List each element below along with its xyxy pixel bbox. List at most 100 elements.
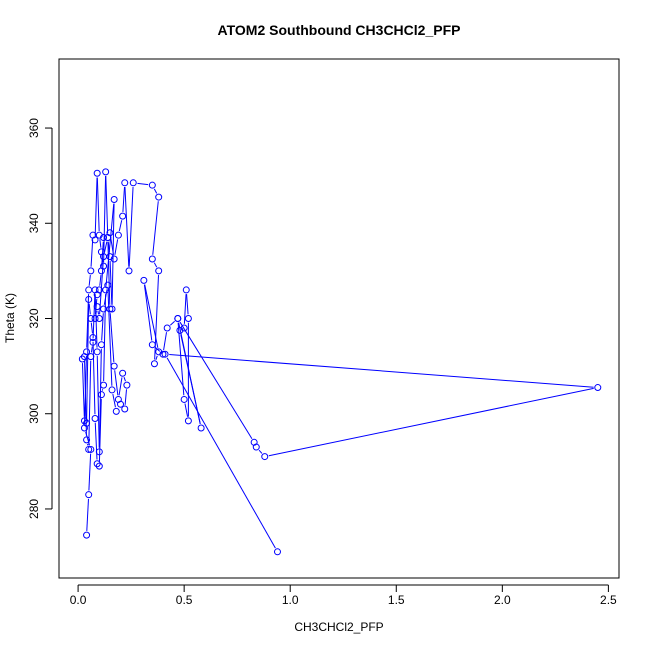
data-point bbox=[112, 407, 120, 415]
series-line-segment bbox=[169, 320, 175, 326]
data-point bbox=[93, 348, 101, 356]
y-axis-label: Theta (K) bbox=[3, 293, 17, 343]
y-axis: 280 300 320 340 360 bbox=[27, 118, 53, 519]
series-line-segment bbox=[101, 313, 104, 341]
data-point bbox=[100, 234, 108, 242]
series-line-segment bbox=[103, 241, 108, 253]
y-tick-label: 300 bbox=[27, 403, 41, 423]
data-point bbox=[93, 169, 101, 177]
data-point bbox=[100, 381, 108, 389]
data-point bbox=[93, 303, 101, 311]
data-point bbox=[104, 281, 112, 289]
series-line-segment bbox=[103, 289, 108, 305]
series-line-segment bbox=[152, 201, 159, 255]
data-point bbox=[87, 445, 95, 453]
series-line-segment bbox=[258, 449, 263, 454]
series-line-segment bbox=[144, 284, 159, 348]
data-point bbox=[85, 295, 93, 303]
data-point bbox=[83, 531, 91, 539]
data-point bbox=[89, 334, 97, 342]
data-point bbox=[87, 267, 95, 275]
data-point bbox=[273, 548, 281, 556]
x-tick-label: 2.5 bbox=[600, 593, 617, 607]
data-point bbox=[106, 229, 114, 237]
data-point bbox=[261, 453, 269, 461]
data-point bbox=[148, 255, 156, 263]
data-point bbox=[85, 491, 93, 499]
data-point bbox=[114, 231, 122, 239]
series-line-segment bbox=[137, 182, 149, 186]
series-line-segment bbox=[177, 322, 185, 396]
data-point bbox=[97, 267, 105, 275]
x-tick-label: 0.5 bbox=[176, 593, 193, 607]
data-point bbox=[91, 414, 99, 422]
series-line-segment bbox=[97, 310, 100, 315]
data-point bbox=[119, 212, 127, 220]
series-line-segment bbox=[178, 322, 201, 425]
data-point bbox=[80, 417, 88, 425]
series-line-segment bbox=[184, 403, 189, 417]
series-line-segment bbox=[118, 220, 123, 232]
series-line-segment bbox=[114, 370, 119, 396]
x-tick-label: 1.5 bbox=[388, 593, 405, 607]
series-line-segment bbox=[98, 348, 102, 448]
data-point bbox=[87, 353, 95, 361]
series-line-segment bbox=[124, 389, 128, 405]
data-point bbox=[114, 395, 122, 403]
series-line-segment bbox=[99, 239, 102, 248]
plot-frame bbox=[58, 58, 620, 579]
series-line-segment bbox=[179, 321, 253, 439]
data-point bbox=[95, 462, 103, 470]
data-point bbox=[121, 179, 129, 187]
series-line-segment bbox=[105, 176, 109, 234]
data-point bbox=[161, 350, 169, 358]
data-point bbox=[176, 326, 184, 334]
data-point bbox=[140, 276, 148, 284]
data-point bbox=[180, 395, 188, 403]
data-point bbox=[125, 267, 133, 275]
series-line-segment bbox=[86, 498, 89, 531]
data-point bbox=[95, 286, 103, 294]
data-point bbox=[174, 315, 182, 322]
y-tick-label: 280 bbox=[27, 499, 41, 519]
series-line-segment bbox=[103, 176, 107, 262]
data-point bbox=[108, 386, 116, 394]
data-point bbox=[155, 267, 163, 275]
series-line-segment bbox=[107, 241, 111, 305]
series-line-segment bbox=[110, 236, 114, 255]
data-point bbox=[148, 341, 156, 349]
plot-layer bbox=[78, 168, 602, 556]
y-tick-label: 360 bbox=[27, 118, 41, 138]
x-axis: 0.0 0.5 1.0 1.5 2.0 2.5 bbox=[70, 584, 617, 607]
series-line-segment bbox=[183, 294, 187, 324]
x-tick-label: 1.0 bbox=[282, 593, 299, 607]
series-line-segment bbox=[123, 377, 126, 382]
data-point bbox=[121, 405, 129, 413]
series-line-segment bbox=[153, 188, 158, 194]
series-line-segment bbox=[153, 262, 158, 268]
series-line-segment bbox=[103, 294, 107, 381]
x-tick-label: 2.0 bbox=[494, 593, 511, 607]
series-line-segment bbox=[92, 341, 96, 415]
series-line-segment bbox=[96, 356, 100, 448]
series-line-segment bbox=[86, 303, 90, 420]
data-point bbox=[95, 315, 103, 322]
series-line-segment bbox=[90, 239, 94, 267]
data-point bbox=[150, 360, 158, 368]
series-line-segment bbox=[118, 377, 123, 396]
series-line-segment bbox=[107, 289, 113, 386]
data-point bbox=[110, 255, 118, 263]
data-point bbox=[91, 236, 99, 244]
data-point bbox=[252, 443, 260, 451]
series-line-segment bbox=[114, 239, 119, 255]
series-line-segment bbox=[143, 284, 153, 341]
data-point bbox=[182, 286, 190, 294]
series-line-segment bbox=[86, 294, 90, 348]
data-point bbox=[155, 193, 163, 201]
series-line-segment bbox=[169, 354, 594, 388]
data-point bbox=[102, 168, 110, 176]
data-point bbox=[85, 445, 93, 453]
series-line-segment bbox=[268, 387, 594, 457]
data-point bbox=[129, 179, 137, 187]
